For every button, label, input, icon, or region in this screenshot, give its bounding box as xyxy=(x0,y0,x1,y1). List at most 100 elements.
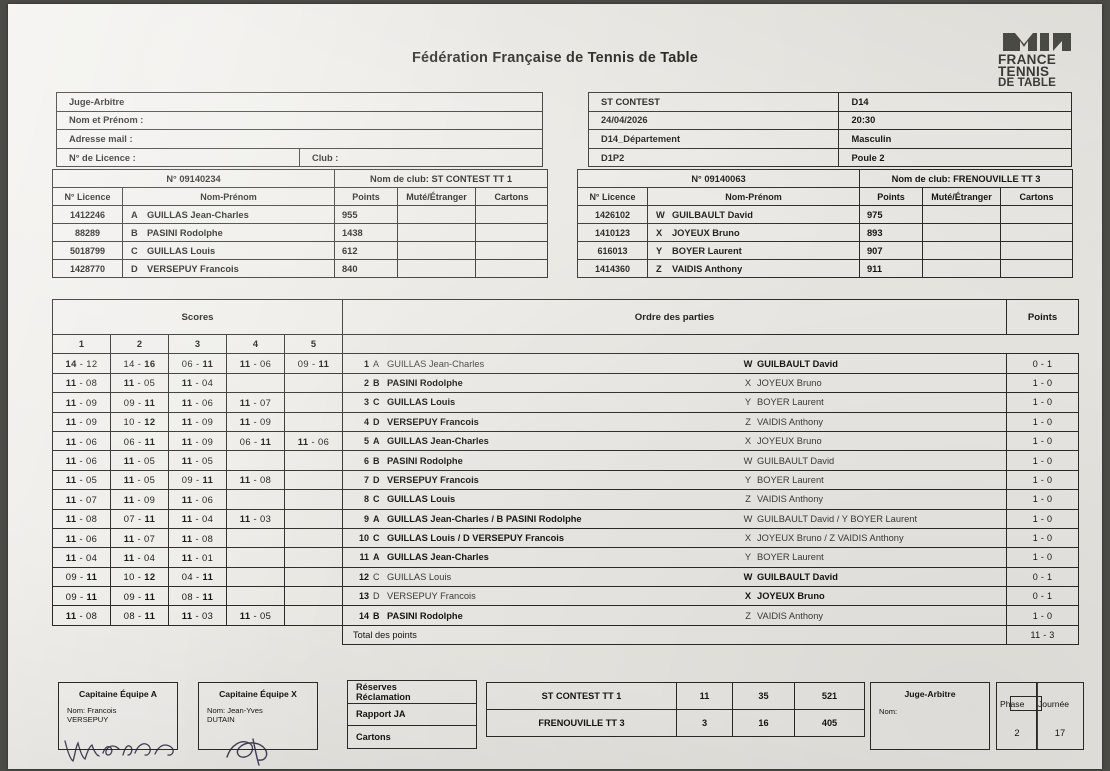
home-player-letter: A xyxy=(373,358,380,369)
player-letter: Y xyxy=(656,245,663,256)
table-row: 09 - 11 09 - 11 08 - 11 13 D VERSEPUY Francoi… xyxy=(52,586,1080,607)
match-order-cell: 4 D VERSEPUY Francois Z VAIDIS Anthony xyxy=(342,411,1008,432)
set-score-empty xyxy=(283,586,344,607)
table-row: 11 - 08 08 - 11 11 - 03 11 - 05 14 B PASINI Ro… xyxy=(52,605,1080,626)
set-score: 04 - 11 xyxy=(168,566,227,588)
away-player-name: GUILBAULT David / Y BOYER Laurent xyxy=(757,513,918,524)
player-mute xyxy=(922,205,1002,224)
away-player-name: GUILBAULT David xyxy=(757,358,838,369)
set-number-header: 5 xyxy=(283,333,344,355)
player-mute xyxy=(922,241,1002,260)
away-player: W GUILBAULT David / Y BOYER Laurent xyxy=(739,514,1006,524)
player-mute xyxy=(397,223,477,242)
match-order-cell: 8 C GUILLAS Louis Z VAIDIS Anthony xyxy=(342,489,1008,510)
jury-label-2[interactable]: Adresse mail : xyxy=(56,129,543,149)
match-number: 13 xyxy=(359,591,370,602)
set-score: 09 - 11 xyxy=(52,566,111,588)
captain-home-name-label: Nom: xyxy=(67,706,86,715)
logo-line-1: FRANCE xyxy=(998,52,1057,67)
match-number: 2 xyxy=(364,377,370,388)
phase-label: Phase xyxy=(1000,699,1025,709)
set-score: 11 - 09 xyxy=(110,489,169,510)
set-score: 11 - 06 xyxy=(168,489,227,510)
roster-row: 1410123 X JOYEUX Bruno 893 xyxy=(577,223,1074,242)
set-score-empty xyxy=(283,547,344,568)
captain-away-name-label: Nom: xyxy=(207,706,226,715)
jury-arbitre-block: Juge-Arbitre Nom et Prénom : Adresse mai… xyxy=(56,92,543,168)
away-player-name: GUILBAULT David xyxy=(757,455,835,466)
table-row: 11 - 06 11 - 07 11 - 08 10 C GUILLAS Louis / … xyxy=(52,527,1080,549)
match-order-cell: 1 A GUILLAS Jean-Charles W GUILBAULT David xyxy=(342,353,1008,374)
away-player: Y BOYER Laurent xyxy=(739,397,1006,407)
reserves-reclamation-label[interactable]: Réserves Réclamation xyxy=(347,680,477,704)
player-fullname: BOYER Laurent xyxy=(672,245,742,256)
total-row: Total des points 11 - 3 xyxy=(52,624,1080,646)
player-letter: W xyxy=(656,209,665,220)
match-number: 10 xyxy=(359,533,370,544)
set-score-empty xyxy=(226,527,285,549)
player-fullname: PASINI Rodolphe xyxy=(147,227,223,238)
match-points: 1 - 0 xyxy=(1006,605,1080,626)
player-cartons xyxy=(475,205,549,224)
set-score: 11 - 09 xyxy=(52,392,111,413)
away-team-club: Nom de club: FRENOUVILLE TT 3 xyxy=(859,169,1074,188)
points-header: Points xyxy=(1006,299,1080,335)
set-score: 14 - 12 xyxy=(52,353,111,374)
home-player-letter: B xyxy=(373,455,380,466)
jury-row: N° de Licence : Club : xyxy=(56,147,543,168)
rapport-ja-label[interactable]: Rapport JA xyxy=(347,702,477,726)
away-player-name: BOYER Laurent xyxy=(757,552,824,563)
player-cartons xyxy=(475,223,549,242)
match-points: 1 - 0 xyxy=(1006,411,1080,432)
player-fullname: GUILBAULT David xyxy=(672,209,753,220)
summary-team-name: ST CONTEST TT 1 xyxy=(486,682,677,710)
set-score: 11 - 03 xyxy=(226,508,285,529)
home-player-letter: C xyxy=(373,571,380,582)
captain-home-name: Nom: Francois VERSEPUY xyxy=(59,699,177,724)
player-licence: 1414360 xyxy=(577,259,648,278)
fftt-m-mark-icon xyxy=(1003,33,1071,51)
jury-label-3[interactable]: N° de Licence : xyxy=(56,147,300,168)
match-division-code: D14 xyxy=(838,92,1072,112)
match-points: 1 - 0 xyxy=(1006,547,1080,568)
jury-label-1[interactable]: Nom et Prénom : xyxy=(56,110,543,131)
home-player-letter: B xyxy=(373,377,380,388)
player-cartons xyxy=(475,259,549,278)
reserves-row: Réserves Réclamation xyxy=(347,680,477,704)
roster-row: 1426102 W GUILBAULT David 975 xyxy=(577,205,1074,224)
journee-box: Journée 17 xyxy=(1036,682,1084,750)
player-name: C GUILLAS Louis xyxy=(121,241,336,260)
match-points: 1 - 0 xyxy=(1006,450,1080,471)
juge-arbitre-name-label[interactable]: Nom: xyxy=(879,707,898,716)
roster-home-team: N° 09140234 Nom de club: ST CONTEST TT 1… xyxy=(51,169,549,278)
away-player-letter: X xyxy=(744,377,752,388)
set-score-empty xyxy=(226,372,285,394)
match-points: 1 - 0 xyxy=(1006,430,1080,452)
set-score: 11 - 08 xyxy=(52,372,111,394)
reserves-line-1: Réserves xyxy=(356,681,397,692)
home-player-name: VERSEPUY Francois xyxy=(387,591,476,602)
page-title: Fédération Française de Tennis de Table xyxy=(411,50,699,66)
jury-row: Juge-Arbitre xyxy=(56,92,543,112)
set-number-header: 3 xyxy=(168,333,227,355)
home-player-name: VERSEPUY Francois xyxy=(387,416,479,427)
match-number: 3 xyxy=(364,397,370,408)
jury-club-label[interactable]: Club : xyxy=(299,147,543,168)
away-player-letter: Z xyxy=(745,416,751,427)
match-order-cell: 7 D VERSEPUY Francois Y BOYER Laurent xyxy=(342,469,1008,491)
captain-home-box: Capitaine Équipe A Nom: Francois VERSEPU… xyxy=(58,682,178,763)
set-score: 11 - 04 xyxy=(52,547,111,568)
match-info-row: D1P2 Poule 2 xyxy=(587,147,1072,168)
away-player-letter: X xyxy=(744,436,752,447)
player-mute xyxy=(922,223,1002,242)
summary-sets-won: 16 xyxy=(732,709,795,737)
away-player: Y BOYER Laurent xyxy=(739,475,1006,485)
set-score: 11 - 05 xyxy=(168,450,227,471)
set-score: 11 - 06 xyxy=(226,353,285,374)
player-cartons xyxy=(1000,223,1074,242)
cartons-label[interactable]: Cartons xyxy=(347,725,477,749)
ordre-header: Ordre des parties xyxy=(342,299,1008,335)
roster-row: 1428770 D VERSEPUY Francois 840 xyxy=(52,259,549,278)
set-score: 09 - 11 xyxy=(110,392,169,413)
table-row: 11 - 06 06 - 11 11 - 09 06 - 11 11 - 06 5 A GUI… xyxy=(52,430,1080,452)
